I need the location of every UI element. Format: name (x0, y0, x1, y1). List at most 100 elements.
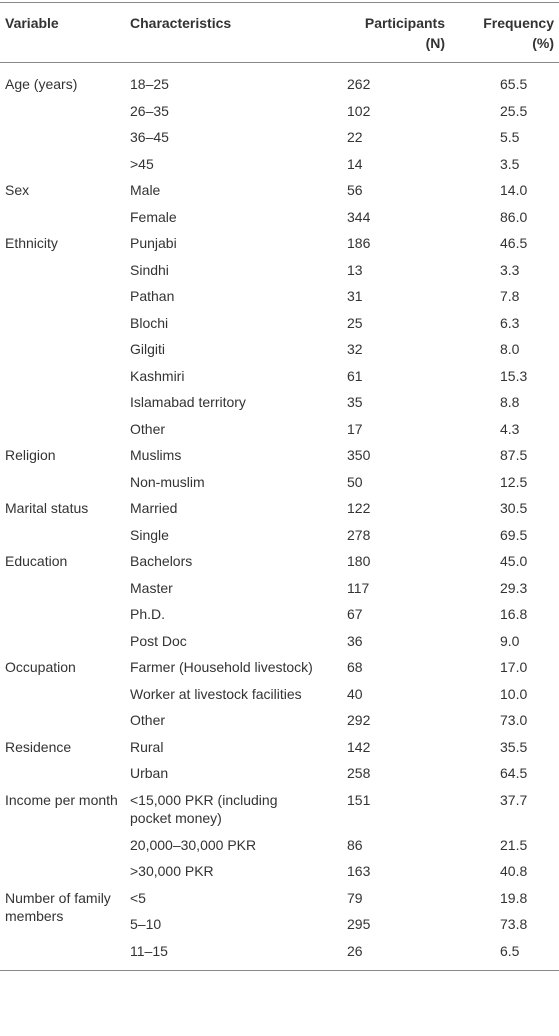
characteristic-cell: 36–45 (130, 129, 169, 145)
table-row: Occupation Farmer (Household livestock) 68… (0, 654, 559, 681)
participants-cell: 350 (347, 447, 371, 463)
header-text: (N) (425, 35, 445, 51)
participants-cell: 13 (347, 261, 363, 278)
frequency-cell: 16.8 (500, 606, 528, 622)
frequency-cell: 4.3 (500, 420, 520, 437)
participants-cell: 295 (347, 916, 371, 932)
frequency-cell: 7.8 (500, 288, 520, 304)
participants-cell: 36 (347, 632, 363, 649)
frequency-cell: 3.3 (500, 261, 520, 278)
table-row: Kashmiri 61 15.3 (0, 363, 559, 390)
table-row: Ethnicity Punjabi 186 46.5 (0, 230, 559, 257)
table-row: 26–35 102 25.5 (0, 98, 559, 125)
variable-cell: Age (years) (5, 76, 78, 92)
table-row: Marital status Married 122 30.5 (0, 495, 559, 522)
table-body: Age (years) 18–25 262 65.5 26–35 102 25.5 36–45… (0, 63, 559, 971)
table-row: 20,000–30,000 PKR 86 21.5 (0, 832, 559, 859)
characteristic-cell: Master (130, 579, 173, 596)
participants-cell: 117 (347, 579, 370, 596)
characteristic-cell: Married (130, 500, 178, 516)
participants-cell: 344 (347, 208, 371, 225)
table-row: Gilgiti 32 8.0 (0, 336, 559, 363)
frequency-cell: 3.5 (500, 155, 520, 172)
participants-cell: 67 (347, 606, 363, 622)
frequency-cell: 37.7 (500, 791, 528, 808)
frequency-cell: 19.8 (500, 889, 528, 906)
frequency-cell: 12.5 (500, 473, 528, 490)
participants-cell: 163 (347, 863, 371, 879)
participants-cell: 79 (347, 889, 363, 906)
participants-cell: 40 (347, 685, 363, 702)
characteristic-cell: Farmer (Household livestock) (130, 659, 313, 675)
characteristic-cell: Other (130, 420, 166, 437)
participants-cell: 68 (347, 659, 363, 675)
table-row: Female 344 86.0 (0, 204, 559, 231)
participants-cell: 262 (347, 76, 371, 92)
characteristic-cell: Islamabad territory (130, 394, 246, 410)
frequency-cell: 40.8 (500, 863, 528, 879)
variable-cell: Education (5, 553, 68, 569)
variable-cell: Ethnicity (5, 235, 58, 251)
characteristic-cell: Punjabi (130, 235, 177, 251)
participants-cell: 142 (347, 738, 371, 755)
characteristic-cell: Muslims (130, 447, 182, 463)
frequency-cell: 35.5 (500, 738, 528, 755)
characteristic-cell: <5 (130, 889, 146, 906)
characteristic-cell: 5–10 (130, 916, 162, 932)
header-cell: Variable (0, 2, 125, 63)
table-row: Education Bachelors 180 45.0 (0, 548, 559, 575)
frequency-cell: 73.8 (500, 916, 528, 932)
frequency-cell: 45.0 (500, 553, 528, 569)
participants-cell: 258 (347, 765, 371, 781)
frequency-cell: 9.0 (500, 632, 520, 649)
participants-cell: 151 (347, 791, 371, 808)
characteristic-cell: Gilgiti (130, 341, 166, 357)
frequency-cell: 6.5 (500, 942, 520, 959)
frequency-cell: 15.3 (500, 367, 528, 384)
characteristic-cell: >45 (130, 155, 154, 172)
frequency-cell: 64.5 (500, 765, 528, 781)
frequency-cell: 73.0 (500, 712, 528, 728)
characteristic-cell: Female (130, 208, 177, 225)
participants-cell: 17 (347, 420, 363, 437)
table-row: >30,000 PKR 163 40.8 (0, 858, 559, 885)
characteristic-cell: 11–15 (130, 942, 168, 959)
frequency-cell: 46.5 (500, 235, 528, 251)
table-row: Single 278 69.5 (0, 522, 559, 549)
variable-cell: Residence (5, 738, 72, 755)
variable-cell: Sex (5, 182, 30, 198)
frequency-cell: 30.5 (500, 500, 528, 516)
data-table: Variable Characteristics Participants (N)… (0, 2, 559, 971)
participants-cell: 292 (347, 712, 371, 728)
frequency-cell: 8.8 (500, 394, 520, 410)
table-row: Other 292 73.0 (0, 707, 559, 734)
characteristic-cell: Other (130, 712, 166, 728)
table-row: Residence Rural 142 35.5 (0, 734, 559, 761)
table-row: Ph.D. 67 16.8 (0, 601, 559, 628)
frequency-cell: 69.5 (500, 526, 528, 543)
participants-cell: 102 (347, 102, 371, 119)
participants-cell: 86 (347, 836, 363, 853)
table-row: 11–15 26 6.5 (0, 938, 559, 971)
header-cell: Frequency (%) (450, 2, 559, 63)
participants-cell: 14 (347, 155, 363, 172)
frequency-cell: 21.5 (500, 836, 528, 853)
participants-cell: 35 (347, 394, 363, 410)
table-row: Urban 258 64.5 (0, 760, 559, 787)
table-row: 5–10 295 73.8 (0, 911, 559, 938)
table-row: Number of family members <5 79 19.8 (0, 885, 559, 925)
header-cell: Participants (N) (325, 2, 450, 63)
table-row: Master 117 29.3 (0, 575, 559, 602)
characteristic-cell: Kashmiri (130, 367, 185, 384)
table-row: >45 14 3.5 (0, 151, 559, 178)
header-text: (%) (532, 35, 554, 51)
participants-cell: 186 (347, 235, 371, 251)
characteristic-cell: 26–35 (130, 102, 169, 119)
frequency-cell: 10.0 (500, 685, 528, 702)
table-row: Religion Muslims 350 87.5 (0, 442, 559, 469)
table-row: Income per month <15,000 PKR (including p… (0, 787, 559, 832)
table-row: Other 17 4.3 (0, 416, 559, 443)
characteristic-cell: Post Doc (130, 632, 187, 649)
characteristic-cell: >30,000 PKR (130, 863, 214, 879)
